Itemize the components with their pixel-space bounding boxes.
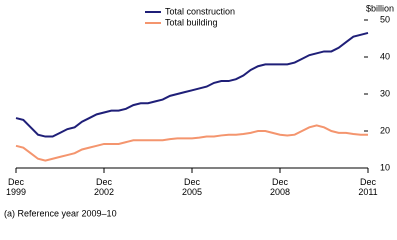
x-tick-label: Dec 2008 (269, 177, 291, 197)
y-tick-label: 40 (380, 51, 390, 61)
chart: $billion (a) Reference year 2009–10 10 20… (4, 3, 394, 218)
y-axis-label: $billion (366, 3, 394, 13)
legend-label: Total building (165, 17, 218, 27)
x-tick-label: Dec 2011 (358, 177, 378, 197)
y-tick-label: 10 (380, 162, 390, 172)
legend-label: Total construction (165, 6, 235, 16)
y-tick-label: 20 (380, 125, 390, 135)
chart-svg: $billion (a) Reference year 2009–10 10 20… (4, 3, 394, 218)
y-tick-label: 30 (380, 88, 390, 98)
x-tick-label: Dec 1999 (5, 177, 27, 197)
x-tick-label: Dec 2005 (181, 177, 203, 197)
series-line (15, 124, 368, 162)
series-line (15, 31, 369, 138)
x-tick-label: Dec 2002 (93, 177, 115, 197)
footnote: (a) Reference year 2009–10 (4, 208, 117, 218)
y-tick-label: 50 (380, 14, 390, 24)
